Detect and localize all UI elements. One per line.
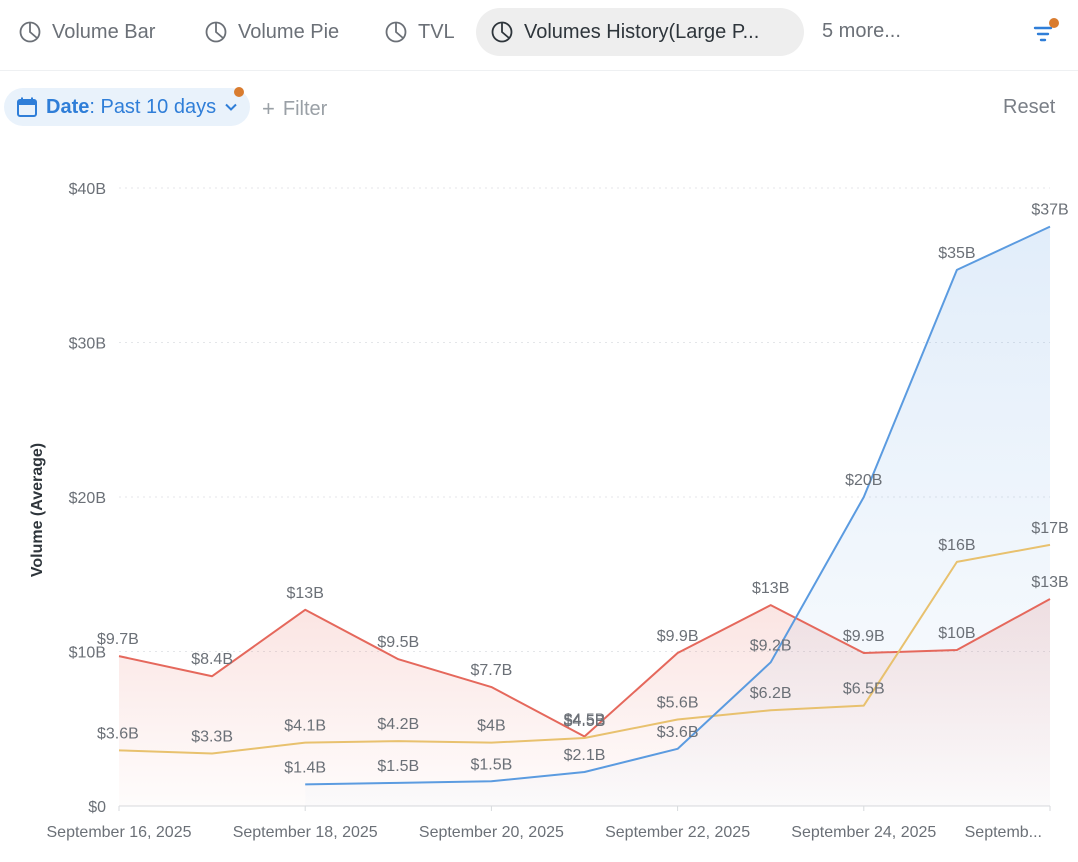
y-tick-label: $30B	[69, 336, 106, 353]
data-label: $17B	[1031, 520, 1068, 537]
x-tick-label: September 16, 2025	[47, 824, 192, 841]
tab-label: Volume Pie	[238, 20, 340, 43]
tab-label: Volumes History(Large P...	[524, 20, 760, 43]
series-line	[118, 598, 1051, 738]
x-tick-label: September 22, 2025	[605, 824, 750, 841]
data-label: $3.6B	[97, 725, 139, 742]
data-label: $3.3B	[191, 728, 233, 745]
calendar-icon	[17, 97, 37, 117]
tab-volume-bar[interactable]: Volume Bar	[4, 8, 169, 56]
tab-volumes-history[interactable]: Volumes History(Large P...	[476, 8, 804, 56]
add-filter-button[interactable]: + Filter	[262, 96, 327, 122]
volume-history-chart: $0 $10B $20B $30B $40B Volume (Average) Septem…	[29, 181, 1069, 841]
tab-tvl[interactable]: TVL	[370, 8, 469, 56]
tab-label: TVL	[418, 20, 455, 43]
data-label: $13B	[287, 585, 324, 602]
y-tick-label: $0	[88, 799, 106, 816]
date-filter-pill[interactable]: Date: Past 10 days	[4, 87, 251, 126]
data-label: $8.4B	[191, 651, 233, 668]
data-label: $9.9B	[843, 628, 885, 645]
plus-icon: +	[262, 96, 275, 121]
data-label: $6.2B	[750, 685, 792, 702]
x-tick-label: September 24, 2025	[791, 824, 936, 841]
data-label: $16B	[938, 537, 975, 554]
data-label: $5.6B	[657, 694, 699, 711]
tab-volume-pie[interactable]: Volume Pie	[190, 8, 353, 56]
data-label: $4.5B	[564, 711, 606, 728]
data-label: $3.6B	[657, 724, 699, 741]
chevron-down-icon	[225, 103, 237, 111]
more-tabs-link[interactable]: 5 more...	[822, 20, 901, 42]
data-label: $4.5B	[564, 713, 606, 730]
series-line	[305, 225, 1051, 786]
data-label: $2.1B	[564, 747, 606, 764]
data-label: $13B	[1031, 574, 1068, 591]
y-tick-label: $40B	[69, 181, 106, 198]
notification-dot	[234, 87, 244, 97]
pie-chart-icon	[19, 21, 41, 43]
add-filter-label: Filter	[282, 97, 328, 120]
data-label: $1.5B	[470, 756, 512, 773]
data-label: $9.5B	[377, 634, 419, 651]
filter-lines-icon	[1033, 26, 1053, 42]
data-label: $10B	[938, 625, 975, 642]
pie-chart-icon	[491, 21, 513, 43]
data-label: $1.4B	[284, 759, 326, 776]
series-area	[305, 226, 1050, 806]
data-label: $35B	[938, 245, 975, 262]
data-label: $6.5B	[843, 681, 885, 698]
data-label: $9.2B	[750, 637, 792, 654]
x-tick-label: Septemb...	[965, 824, 1042, 841]
dashboard-tabs: Volume Bar Volume Pie TVL Volumes Histor…	[0, 0, 1078, 71]
tab-label: Volume Bar	[52, 20, 156, 43]
data-label: $13B	[752, 580, 789, 597]
date-filter-label: Date	[46, 95, 90, 118]
data-label: $9.7B	[97, 631, 139, 648]
y-axis-title: Volume (Average)	[29, 443, 46, 577]
data-label: $4.2B	[377, 716, 419, 733]
data-label: $20B	[845, 472, 882, 489]
pie-chart-icon	[385, 21, 407, 43]
y-tick-label: $20B	[69, 490, 106, 507]
data-label: $4B	[477, 718, 505, 735]
data-label: $9.9B	[657, 628, 699, 645]
y-tick-label: $10B	[69, 645, 106, 662]
data-label: $7.7B	[470, 662, 512, 679]
data-label: $4.1B	[284, 718, 326, 735]
notification-dot	[1049, 18, 1059, 28]
filter-bar: Date: Past 10 days + Filter Reset	[0, 87, 1078, 128]
filter-toggle-button[interactable]	[1030, 18, 1060, 48]
x-tick-label: September 20, 2025	[419, 824, 564, 841]
x-tick-label: September 18, 2025	[233, 824, 378, 841]
series-line	[118, 543, 1051, 755]
data-label: $37B	[1031, 202, 1068, 219]
date-filter-value: : Past 10 days	[89, 95, 217, 118]
data-label: $1.5B	[377, 758, 419, 775]
reset-button[interactable]: Reset	[1003, 96, 1056, 118]
pie-chart-icon	[205, 21, 227, 43]
date-filter-text: Date: Past 10 days	[46, 96, 216, 119]
